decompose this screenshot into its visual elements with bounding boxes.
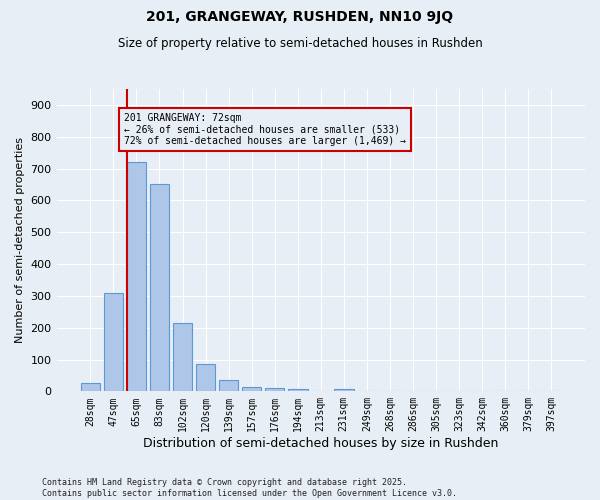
Bar	[149, 184, 169, 392]
Text: Contains HM Land Registry data © Crown copyright and database right 2025.
Contai: Contains HM Land Registry data © Crown c…	[42, 478, 457, 498]
Bar	[242, 387, 262, 392]
Bar	[104, 292, 123, 392]
Bar	[219, 380, 238, 392]
Y-axis label: Number of semi-detached properties: Number of semi-detached properties	[15, 137, 25, 343]
Text: 201 GRANGEWAY: 72sqm
← 26% of semi-detached houses are smaller (533)
72% of semi: 201 GRANGEWAY: 72sqm ← 26% of semi-detac…	[124, 113, 406, 146]
Text: 201, GRANGEWAY, RUSHDEN, NN10 9JQ: 201, GRANGEWAY, RUSHDEN, NN10 9JQ	[146, 10, 454, 24]
X-axis label: Distribution of semi-detached houses by size in Rushden: Distribution of semi-detached houses by …	[143, 437, 499, 450]
Bar	[173, 323, 193, 392]
Bar	[265, 388, 284, 392]
Bar	[80, 384, 100, 392]
Bar	[127, 162, 146, 392]
Bar	[288, 389, 308, 392]
Text: Size of property relative to semi-detached houses in Rushden: Size of property relative to semi-detach…	[118, 38, 482, 51]
Bar	[334, 390, 353, 392]
Bar	[196, 364, 215, 392]
